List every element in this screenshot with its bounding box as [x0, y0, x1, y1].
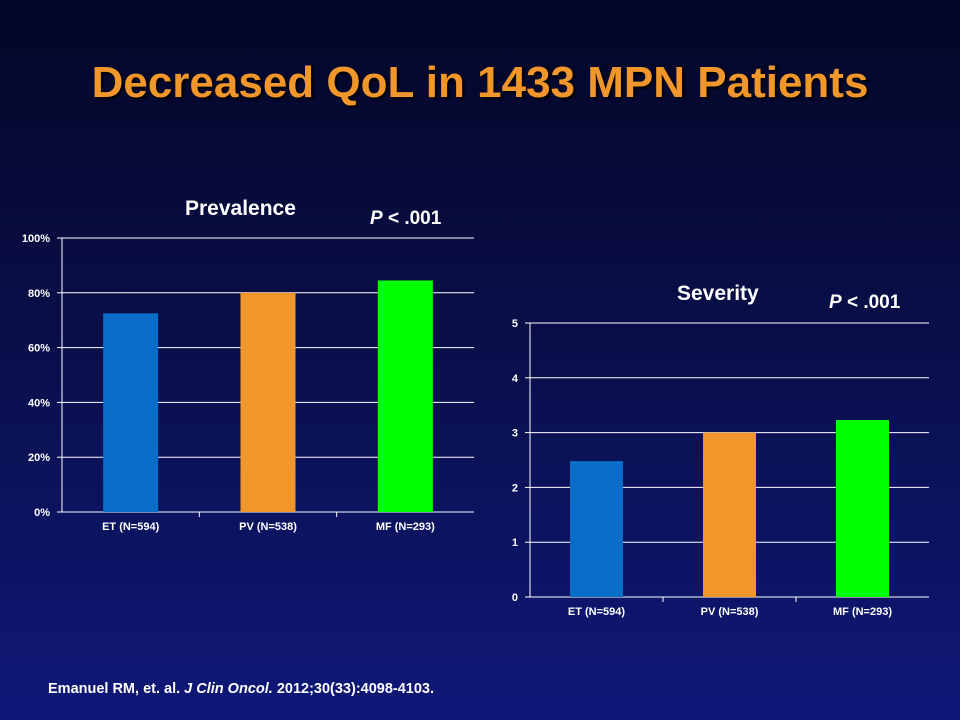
severity-chart-title: Severity — [677, 282, 759, 305]
prevalence-pvalue-text: < .001 — [382, 208, 442, 229]
x-tick-label: PV (N=538) — [239, 521, 297, 533]
y-tick-label: 80% — [28, 288, 50, 300]
severity-pvalue-text: < .001 — [841, 292, 901, 313]
severity-pvalue: P < .001 — [829, 292, 900, 314]
x-tick-label: MF (N=293) — [376, 521, 435, 533]
y-tick-label: 100% — [22, 233, 50, 245]
citation: Emanuel RM, et. al. J Clin Oncol. 2012;3… — [48, 681, 434, 697]
severity-pvalue-label: P — [829, 292, 842, 313]
prevalence-pvalue: P < .001 — [370, 208, 441, 230]
y-tick-label: 0% — [34, 507, 50, 519]
citation-journal: J Clin Oncol. — [184, 681, 273, 697]
prevalence-chart-title: Prevalence — [185, 197, 296, 220]
prevalence-pvalue-label: P — [370, 208, 383, 229]
x-tick-label: ET (N=594) — [102, 521, 159, 533]
bar — [240, 292, 296, 512]
citation-details: 2012;30(33):4098-4103. — [272, 681, 435, 697]
slide-title: Decreased QoL in 1433 MPN Patients — [91, 58, 869, 107]
bar — [103, 313, 159, 512]
y-tick-label: 40% — [28, 397, 50, 409]
citation-authors: Emanuel RM, et. al. — [48, 681, 185, 697]
y-tick-label: 20% — [28, 452, 50, 464]
y-tick-label: 60% — [28, 343, 50, 355]
bar — [377, 280, 433, 512]
